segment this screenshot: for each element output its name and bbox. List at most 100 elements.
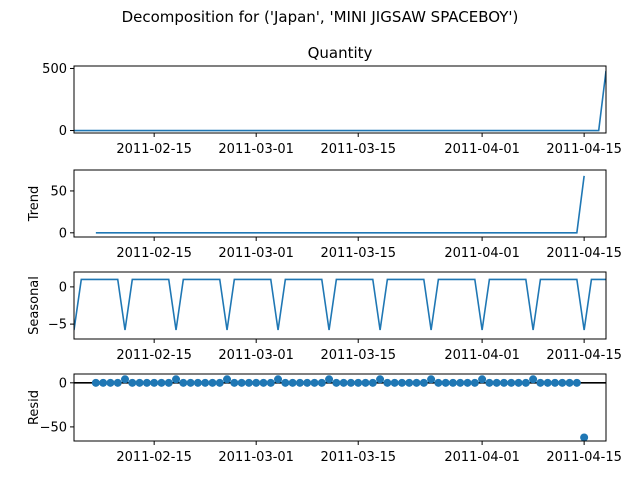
x-tick-label: 2011-04-01 <box>444 348 520 363</box>
series-line <box>74 71 606 131</box>
resid-point <box>325 375 333 383</box>
axes-frame <box>74 170 606 237</box>
resid-point <box>332 379 340 387</box>
x-tick-label: 2011-03-01 <box>218 142 294 157</box>
resid-point <box>471 379 479 387</box>
resid-point <box>238 379 246 387</box>
x-tick-label: 2011-04-15 <box>546 450 622 465</box>
resid-point <box>216 379 224 387</box>
plot-area <box>74 375 606 441</box>
x-tick-label: 2011-04-01 <box>444 450 520 465</box>
resid-point <box>259 379 267 387</box>
resid-point <box>391 379 399 387</box>
resid-point <box>136 379 144 387</box>
panel-4: Resid−50 0 2011-02-15 2011-03-01 2011-03-15 2… <box>27 374 622 465</box>
resid-point <box>500 379 508 387</box>
resid-point <box>383 379 391 387</box>
x-tick-label: 2011-02-15 <box>116 450 192 465</box>
resid-point <box>150 379 158 387</box>
resid-point <box>529 375 537 383</box>
resid-point <box>398 379 406 387</box>
x-tick-label: 2011-03-15 <box>320 348 396 363</box>
resid-point <box>434 379 442 387</box>
x-tick-label: 2011-03-01 <box>218 450 294 465</box>
axes-frame <box>74 66 606 133</box>
resid-point <box>369 379 377 387</box>
resid-point <box>99 379 107 387</box>
y-tick-label: 0 <box>59 376 67 391</box>
x-tick-label: 2011-04-01 <box>444 246 520 261</box>
resid-point <box>420 379 428 387</box>
panel-3: Seasonal −5 0 2011-02-15 2011-03-01 2011-03-1… <box>23 272 640 363</box>
resid-point <box>296 379 304 387</box>
resid-point <box>310 379 318 387</box>
resid-point <box>179 379 187 387</box>
resid-point <box>405 379 413 387</box>
resid-point <box>267 379 275 387</box>
y-tick-label: 50 <box>50 184 67 199</box>
resid-point <box>274 375 282 383</box>
resid-point <box>376 375 384 383</box>
plot-area <box>74 71 606 131</box>
y-tick-label: −5 <box>48 318 67 333</box>
x-tick-label: 2011-02-15 <box>116 246 192 261</box>
series-line <box>96 176 584 233</box>
resid-point <box>362 379 370 387</box>
x-tick-label: 2011-03-15 <box>320 246 396 261</box>
resid-point <box>157 379 165 387</box>
resid-point <box>92 379 100 387</box>
resid-point <box>573 379 581 387</box>
resid-point <box>413 379 421 387</box>
resid-point <box>340 379 348 387</box>
x-tick-label: 2011-03-15 <box>320 450 396 465</box>
x-tick-label: 2011-03-01 <box>218 348 294 363</box>
resid-point <box>201 379 209 387</box>
resid-point <box>143 379 151 387</box>
x-tick-label: 2011-04-15 <box>546 348 622 363</box>
resid-point <box>558 379 566 387</box>
resid-point <box>106 379 114 387</box>
plot-area <box>96 176 584 233</box>
resid-point <box>114 379 122 387</box>
resid-point <box>208 379 216 387</box>
y-tick-label: 0 <box>59 124 67 139</box>
panel-title: Quantity <box>308 44 373 62</box>
resid-point <box>128 379 136 387</box>
resid-point <box>522 379 530 387</box>
resid-point <box>456 379 464 387</box>
resid-point <box>245 379 253 387</box>
resid-point <box>464 379 472 387</box>
resid-point <box>478 375 486 383</box>
panel-2: Trend 0 50 2011-02-15 2011-03-01 2011-03-15 20… <box>27 170 622 261</box>
resid-point <box>252 379 260 387</box>
x-tick-label: 2011-02-15 <box>116 142 192 157</box>
y-axis-label: Seasonal <box>27 276 42 335</box>
y-tick-label: 0 <box>59 226 67 241</box>
resid-point <box>449 379 457 387</box>
resid-point <box>493 379 501 387</box>
x-tick-label: 2011-03-15 <box>320 142 396 157</box>
seasonal-line <box>23 279 640 330</box>
x-tick-label: 2011-03-01 <box>218 246 294 261</box>
x-tick-label: 2011-04-15 <box>546 142 622 157</box>
y-tick-label: −50 <box>40 420 67 435</box>
resid-point <box>230 379 238 387</box>
x-tick-label: 2011-04-01 <box>444 142 520 157</box>
resid-point <box>187 379 195 387</box>
resid-point <box>289 379 297 387</box>
resid-point <box>485 379 493 387</box>
resid-point <box>347 379 355 387</box>
y-tick-label: 500 <box>42 62 67 77</box>
figure-suptitle: Decomposition for ('Japan', 'MINI JIGSAW… <box>122 8 519 26</box>
x-tick-label: 2011-02-15 <box>116 348 192 363</box>
resid-point <box>551 379 559 387</box>
resid-point <box>223 375 231 383</box>
resid-outlier-point <box>580 433 588 441</box>
resid-point <box>121 375 129 383</box>
y-axis-label: Trend <box>27 186 42 223</box>
resid-point <box>427 375 435 383</box>
resid-point <box>354 379 362 387</box>
resid-point <box>544 379 552 387</box>
